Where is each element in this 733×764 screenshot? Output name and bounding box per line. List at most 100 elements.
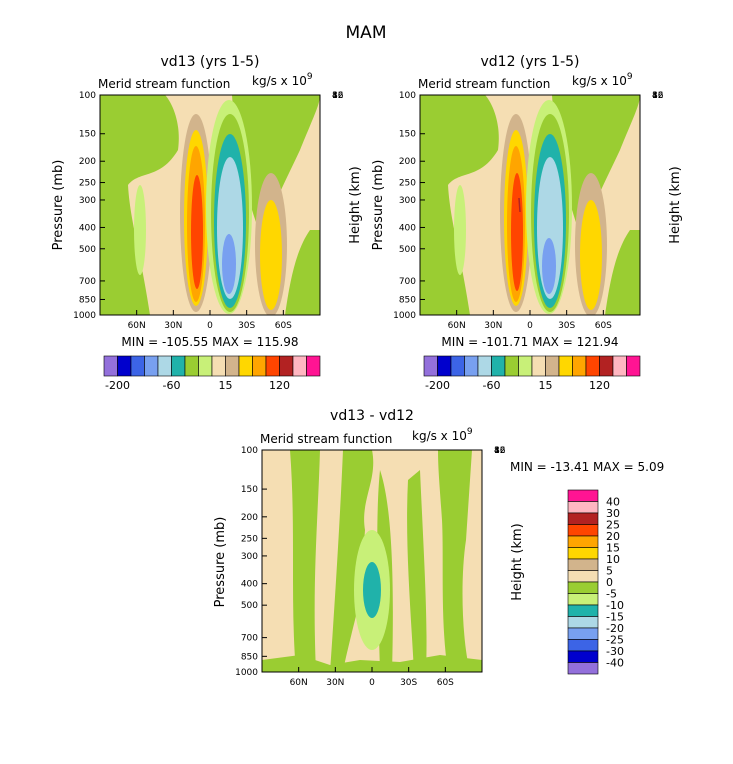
- colorbar-swatch: [450, 355, 465, 377]
- y-tick-label: 700: [241, 634, 258, 644]
- legend-label: -15: [606, 611, 624, 624]
- panel-subtitle: Merid stream function: [98, 77, 230, 91]
- stats-text: MIN = -105.55 MAX = 115.98: [121, 335, 298, 349]
- y-tick-label: 400: [399, 223, 416, 233]
- ylabel-pressure: Pressure (mb): [371, 160, 386, 251]
- latitude-axis: 60N 30N 0 30S 60S: [290, 667, 454, 688]
- panel-units: kg/s x 109: [412, 427, 473, 443]
- legend-swatch: [567, 581, 599, 594]
- colorbar-swatch: [292, 355, 307, 377]
- z-tick-label: 16: [652, 91, 664, 101]
- ylabel-height: Height (km): [348, 166, 363, 243]
- colorbar-swatch: [225, 355, 240, 377]
- z-tick-label: 8: [494, 446, 500, 456]
- z-tick-label: 4: [652, 91, 658, 101]
- x-tick-label: 60S: [595, 321, 612, 331]
- z-tick-label: 12: [494, 446, 505, 456]
- x-tick-label: 60S: [437, 678, 454, 688]
- legend-swatch: [567, 627, 599, 640]
- colorbar-swatch: [171, 355, 186, 377]
- colorbar-tick-label: -200: [105, 379, 130, 392]
- x-tick-label: 0: [369, 678, 375, 688]
- panel-vd12: vd12 (yrs 1-5) Merid stream function kg/…: [371, 54, 683, 392]
- y-tick-label: 150: [79, 130, 96, 140]
- legend-label: 0: [606, 576, 613, 589]
- z-tick-label: 8: [652, 91, 658, 101]
- colorbar-ticks: -200 -60 15 120: [425, 379, 610, 392]
- pressure-axis: 100 150 200 250 300 400 500 700 850 1000: [235, 446, 267, 678]
- colorbar-tick-label: 120: [589, 379, 610, 392]
- z-tick-label: 12: [652, 91, 663, 101]
- x-tick-label: 60N: [128, 321, 146, 331]
- colorbar-swatch: [184, 355, 199, 377]
- pressure-axis: 100 150 200 250 300 400 500 700 850 1000: [393, 91, 425, 321]
- colorbar-tick-label: 15: [539, 379, 553, 392]
- z-tick-label: 4: [332, 91, 338, 101]
- y-tick-label: 200: [399, 157, 416, 167]
- y-tick-label: 200: [241, 513, 258, 523]
- legend-label: 10: [606, 553, 620, 566]
- y-tick-label: 300: [79, 196, 96, 206]
- panel-title: vd12 (yrs 1-5): [480, 54, 579, 70]
- colorbar-swatch: [117, 355, 132, 377]
- legend-swatch: [567, 662, 599, 675]
- x-tick-label: 0: [527, 321, 533, 331]
- colorbar-swatch: [504, 355, 519, 377]
- figure-title: MAM: [346, 23, 387, 43]
- panel-title: vd13 - vd12: [330, 408, 414, 424]
- y-tick-label: 1000: [393, 311, 416, 321]
- z-tick-label: 8: [332, 91, 338, 101]
- x-tick-label: 60S: [275, 321, 292, 331]
- colorbar: [103, 355, 321, 377]
- x-tick-label: 30S: [400, 678, 417, 688]
- legend-label: 15: [606, 542, 620, 555]
- colorbar-tick-label: 15: [219, 379, 233, 392]
- y-tick-label: 250: [241, 534, 258, 544]
- legend-swatch: [567, 650, 599, 663]
- colorbar-swatch: [103, 355, 118, 377]
- y-tick-label: 150: [241, 485, 258, 495]
- legend-label: 30: [606, 507, 620, 520]
- panel-subtitle: Merid stream function: [418, 77, 550, 91]
- ylabel-height: Height (km): [668, 166, 683, 243]
- legend-swatch: [567, 604, 599, 617]
- colorbar-swatch: [198, 355, 213, 377]
- panel-units: kg/s x 109: [252, 72, 313, 88]
- legend-swatch: [567, 524, 599, 537]
- panel-vd13: vd13 (yrs 1-5) Merid stream function kg/…: [51, 54, 363, 392]
- y-tick-label: 700: [399, 277, 416, 287]
- colorbar-swatch: [265, 355, 280, 377]
- ylabel-pressure: Pressure (mb): [51, 160, 66, 251]
- x-tick-label: 30N: [326, 678, 344, 688]
- y-tick-label: 850: [399, 295, 416, 305]
- y-tick-label: 300: [399, 196, 416, 206]
- z-tick-label: 16: [494, 446, 506, 456]
- y-tick-label: 850: [79, 295, 96, 305]
- colorbar-swatch: [491, 355, 506, 377]
- colorbar: [423, 355, 641, 377]
- latitude-axis: 60N 30N 0 30S 60S: [128, 310, 292, 331]
- legend-swatch: [567, 512, 599, 525]
- y-tick-label: 100: [241, 446, 258, 456]
- legend-label: -40: [606, 657, 624, 670]
- legend-swatch: [567, 489, 599, 502]
- colorbar-tick-label: -60: [163, 379, 181, 392]
- x-tick-label: 60N: [290, 678, 308, 688]
- y-tick-label: 150: [399, 130, 416, 140]
- y-tick-label: 100: [399, 91, 416, 101]
- y-tick-label: 100: [79, 91, 96, 101]
- x-tick-label: 60N: [448, 321, 466, 331]
- y-tick-label: 300: [241, 552, 258, 562]
- y-tick-label: 500: [79, 245, 96, 255]
- legend-label: -30: [606, 645, 624, 658]
- colorbar-swatch: [599, 355, 614, 377]
- z-tick-label: 12: [332, 91, 343, 101]
- colorbar-swatch: [423, 355, 438, 377]
- z-tick-label: 4: [494, 446, 500, 456]
- latitude-axis: 60N 30N 0 30S 60S: [448, 310, 612, 331]
- pressure-axis: 100 150 200 250 300 400 500 700 850 1000: [73, 91, 105, 321]
